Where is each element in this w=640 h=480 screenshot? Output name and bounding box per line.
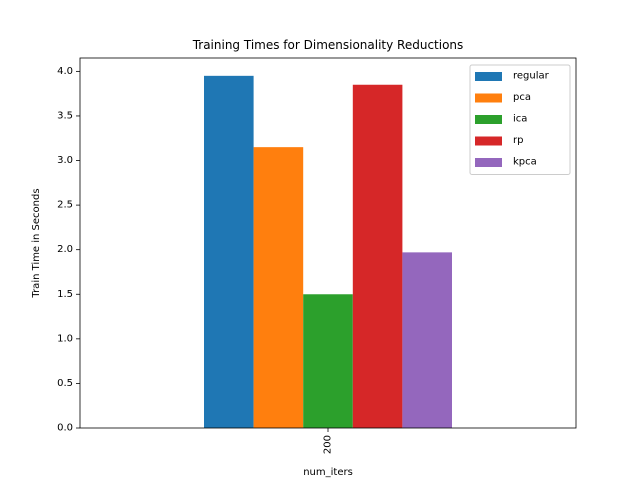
y-axis-label: Train Time in Seconds — [31, 188, 42, 298]
x-axis-label: num_iters — [303, 467, 353, 478]
bar-kpca — [402, 252, 452, 428]
legend-swatch-regular — [475, 72, 502, 81]
y-tick-label: 0.5 — [57, 378, 73, 389]
plot-frame — [79, 57, 577, 429]
legend-label-rp: rp — [513, 135, 523, 146]
legend-swatch-ica — [475, 115, 502, 124]
x-tick-label: 200 — [323, 435, 334, 454]
y-tick-label: 0.0 — [57, 423, 73, 434]
legend-swatch-pca — [475, 93, 502, 103]
legend: regular pca ica rp kpca — [469, 64, 571, 175]
y-tick-label: 3.5 — [57, 110, 73, 121]
legend-label-regular: regular — [513, 71, 550, 82]
bar-ica — [303, 294, 353, 428]
y-tick-label: 1.5 — [57, 289, 73, 300]
bar-pca — [253, 147, 304, 429]
legend-label-pca: pca — [513, 92, 531, 103]
legend-label-ica: ica — [513, 114, 527, 125]
y-tick-label: 4.0 — [57, 66, 73, 77]
bar-regular — [204, 75, 254, 428]
legend-swatch-rp — [475, 136, 502, 146]
y-tick-label: 1.0 — [57, 333, 73, 344]
chart-title: Training Times for Dimensionality Reduct… — [192, 38, 464, 52]
bar-rp — [352, 84, 403, 429]
axes-layer: 200 0.0 0.5 1.0 1.5 2.0 2.5 3.0 3.5 4.0 — [57, 57, 577, 454]
bars-layer — [204, 75, 452, 429]
legend-swatch-kpca — [475, 158, 502, 167]
y-tick-label: 2.0 — [57, 244, 73, 255]
legend-label-kpca: kpca — [513, 157, 537, 168]
legend-box — [469, 64, 571, 175]
y-tick-label: 2.5 — [57, 200, 73, 211]
y-tick-label: 3.0 — [57, 155, 73, 166]
